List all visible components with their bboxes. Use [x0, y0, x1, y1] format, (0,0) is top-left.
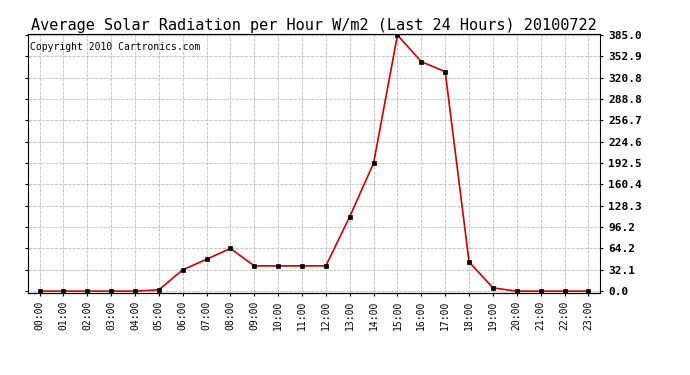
- Title: Average Solar Radiation per Hour W/m2 (Last 24 Hours) 20100722: Average Solar Radiation per Hour W/m2 (L…: [31, 18, 597, 33]
- Text: Copyright 2010 Cartronics.com: Copyright 2010 Cartronics.com: [30, 42, 201, 51]
